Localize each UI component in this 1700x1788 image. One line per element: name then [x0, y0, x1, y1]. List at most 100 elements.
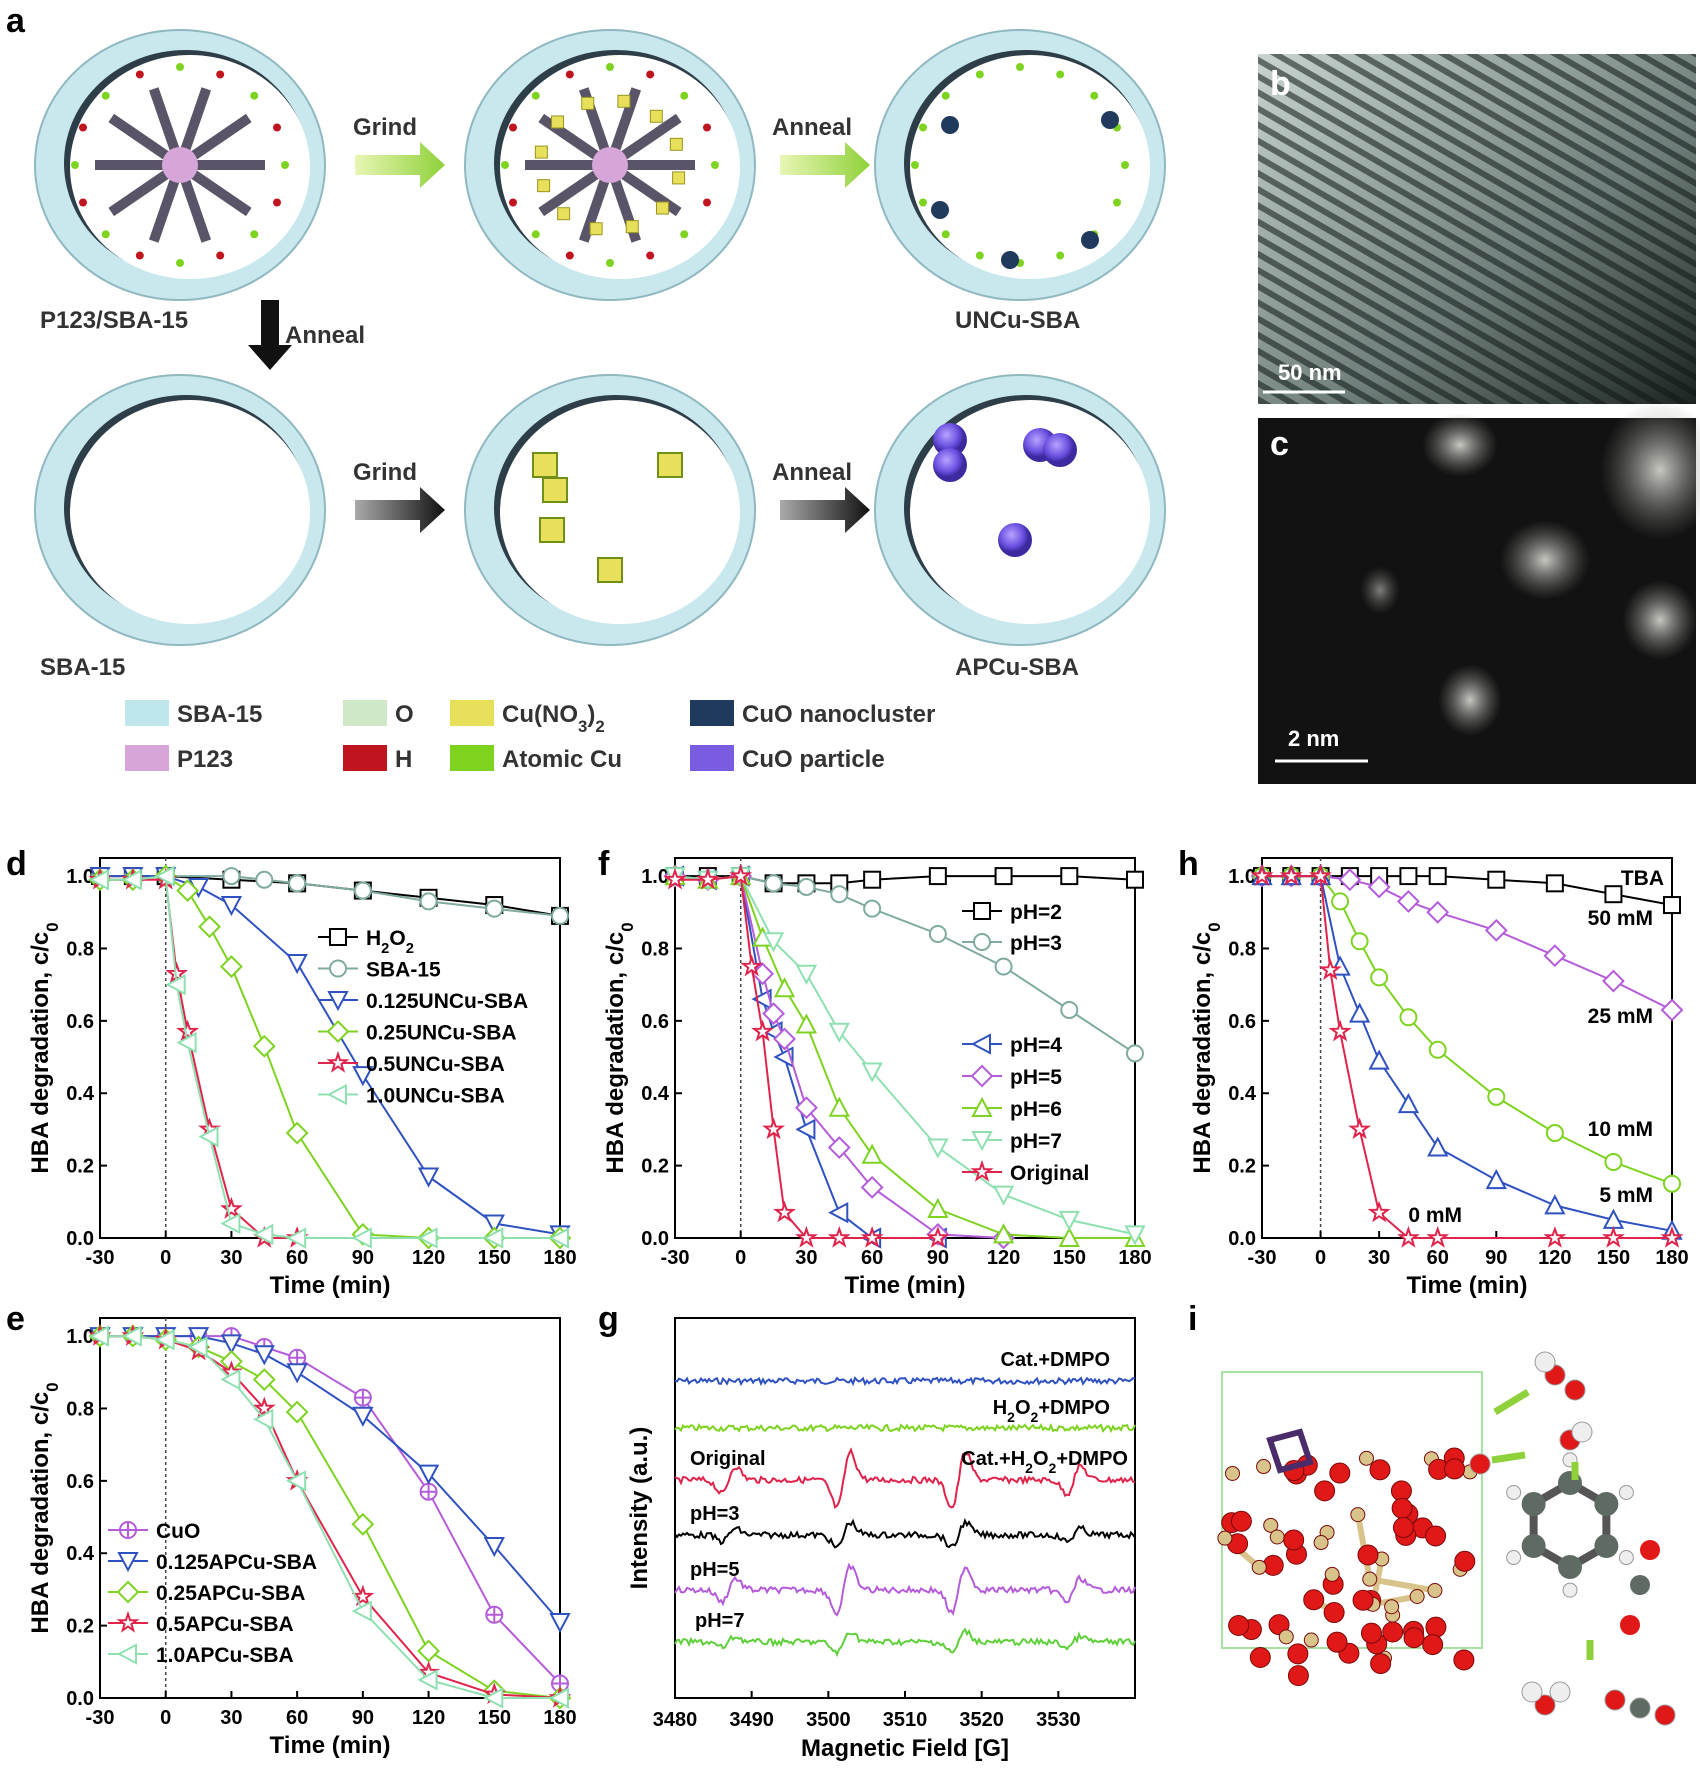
legend-label-f-ph-7: pH=7 — [1010, 1130, 1062, 1153]
data-point-h-10-mm — [1488, 1089, 1504, 1105]
legend-item-f-ph-7: pH=7 — [962, 1130, 1062, 1153]
legend-item-e-0-125apcu-sba: 0.125APCu-SBA — [108, 1551, 317, 1574]
y-tick-label-h: 0.0 — [1228, 1228, 1256, 1250]
step-label-anneal-down: Anneal — [285, 322, 365, 349]
data-point-h-50-mm — [1547, 875, 1563, 891]
legend-label-f-ph-2: pH=2 — [1010, 901, 1062, 924]
data-point-h-0-mm — [1546, 1229, 1563, 1245]
data-point-d-sba-15 — [223, 868, 239, 884]
y-tick-label-e: 0.8 — [66, 1398, 94, 1420]
data-point-h-50-mm — [1664, 897, 1680, 913]
ring-label-uncu: UNCu-SBA — [955, 307, 1080, 334]
legend-marker-d-0-25uncu-sba — [328, 1022, 348, 1042]
y-tick-label-f: 0.4 — [641, 1083, 670, 1105]
legend-label-f-ph-4: pH=4 — [1010, 1034, 1062, 1057]
data-point-f-ph-4 — [830, 1204, 847, 1222]
x-tick-label-e: 90 — [352, 1707, 374, 1729]
legend-label-f-ph-6: pH=6 — [1010, 1098, 1062, 1121]
legend-item-e-1-0apcu-sba: 1.0APCu-SBA — [108, 1644, 294, 1667]
x-tick-label-h: 60 — [1427, 1247, 1449, 1269]
x-tick-label-f: 120 — [987, 1247, 1020, 1269]
legend-marker-f-ph-2 — [974, 903, 990, 919]
step-label-anneal-top: Anneal — [772, 114, 852, 141]
x-tick-label-g: 3490 — [729, 1709, 774, 1731]
data-point-d-0-125uncu-sba — [420, 1168, 438, 1185]
x-tick-label-h: 90 — [1485, 1247, 1507, 1269]
data-point-d-0-25uncu-sba — [254, 1036, 274, 1056]
x-tick-label-d: -30 — [86, 1247, 115, 1269]
data-point-e-cuo — [486, 1607, 502, 1623]
x-tick-label-f: -30 — [661, 1247, 690, 1269]
data-point-f-ph-3 — [930, 926, 946, 942]
spectrum-label-g-cat-h2o2-dmpo: Cat.+H2O2+DMPO — [961, 1448, 1128, 1476]
legend-item-atomic-cu: Atomic Cu — [450, 745, 622, 773]
data-point-d-0-25uncu-sba — [221, 957, 241, 977]
y-axis-label-e: HBA degradation, c/c0 — [27, 1382, 62, 1633]
x-axis-label-d: Time (min) — [270, 1272, 391, 1299]
legend-label-d-sba-15: SBA-15 — [366, 959, 441, 982]
spectrum-g-ph-7 — [675, 1629, 1135, 1654]
x-tick-label-f: 180 — [1118, 1247, 1151, 1269]
legend-marker-d-sba-15 — [330, 961, 346, 977]
ring-p123-sba15 — [35, 30, 325, 300]
x-tick-label-h: -30 — [1248, 1247, 1277, 1269]
data-point-h-25-mm — [1486, 920, 1506, 940]
panel-letter-d: d — [6, 845, 27, 883]
step-label-anneal-bottom: Anneal — [772, 459, 852, 486]
data-point-h-25-mm — [1662, 1000, 1682, 1020]
data-point-e-0-125apcu-sba — [288, 1364, 306, 1381]
data-point-h-10-mm — [1371, 969, 1387, 985]
ring-sba15-with-salt — [465, 375, 755, 645]
data-point-h-10-mm — [1547, 1125, 1563, 1141]
data-point-f-ph-2 — [930, 868, 946, 884]
data-point-e-cuo — [355, 1390, 371, 1406]
y-axis-label-f: HBA degradation, c/c0 — [602, 922, 637, 1173]
x-tick-label-d: 60 — [286, 1247, 308, 1269]
legend-marker-e-0-5apcu-sba — [119, 1614, 136, 1630]
data-point-e-0-25apcu-sba — [353, 1514, 373, 1534]
data-point-e-cuo — [421, 1484, 437, 1500]
series-line-d-0-5uncu-sba — [100, 880, 297, 1238]
panel-letter-i: i — [1188, 1300, 1197, 1338]
y-tick-label-d: 0.4 — [66, 1083, 95, 1105]
data-point-h-25-mm — [1545, 946, 1565, 966]
data-point-e-0-125apcu-sba — [551, 1614, 569, 1631]
legend-marker-d-h2o2 — [330, 929, 346, 945]
legend-item-sba-15: SBA-15 — [125, 700, 262, 728]
x-tick-label-g: 3520 — [959, 1709, 1004, 1731]
x-tick-label-h: 180 — [1655, 1247, 1688, 1269]
legend-marker-e-0-25apcu-sba — [118, 1582, 138, 1602]
legend-item-d-0-25uncu-sba: 0.25UNCu-SBA — [318, 1022, 517, 1045]
data-point-d-sba-15 — [256, 872, 272, 888]
x-axis-label-e: Time (min) — [270, 1732, 391, 1759]
legend-item-d-h2o2: H2O2 — [318, 927, 414, 957]
y-tick-label-h: 0.8 — [1228, 938, 1256, 960]
x-tick-label-h: 120 — [1538, 1247, 1571, 1269]
data-point-f-ph-6 — [776, 979, 794, 996]
data-point-d-sba-15 — [552, 908, 568, 924]
legend-label-p123: P123 — [177, 746, 233, 773]
data-point-h-5-mm — [1351, 1005, 1369, 1022]
data-point-h-0-mm — [1400, 1229, 1417, 1245]
legend-marker-d-1-0uncu-sba — [329, 1086, 346, 1104]
spectrum-line-g-ph-5 — [675, 1565, 1135, 1615]
y-tick-label-f: 0.2 — [641, 1156, 669, 1178]
data-point-d-0-125uncu-sba — [288, 955, 306, 972]
legend-item-d-sba-15: SBA-15 — [318, 959, 441, 982]
legend-swatch-cuo-particle — [690, 745, 734, 771]
data-point-h-5-mm — [1370, 1052, 1388, 1069]
y-axis-label-g: Intensity (a.u.) — [626, 1427, 653, 1590]
ring-p123-with-salt — [465, 30, 755, 300]
y-tick-label-f: 0.6 — [641, 1011, 669, 1033]
y-tick-label-f: 0.8 — [641, 938, 669, 960]
data-point-f-ph-3 — [864, 901, 880, 917]
data-point-f-ph-6 — [797, 1015, 815, 1032]
curve-label-h-10-mm: 10 mM — [1588, 1118, 1653, 1141]
legend-label-cuo-nanocluster: CuO nanocluster — [742, 701, 935, 728]
data-point-h-5-mm — [1487, 1171, 1505, 1188]
data-point-e-0-125apcu-sba — [255, 1346, 273, 1363]
scale-label-b: 50 nm — [1278, 360, 1342, 385]
legend-label-atomic-cu: Atomic Cu — [502, 746, 622, 773]
